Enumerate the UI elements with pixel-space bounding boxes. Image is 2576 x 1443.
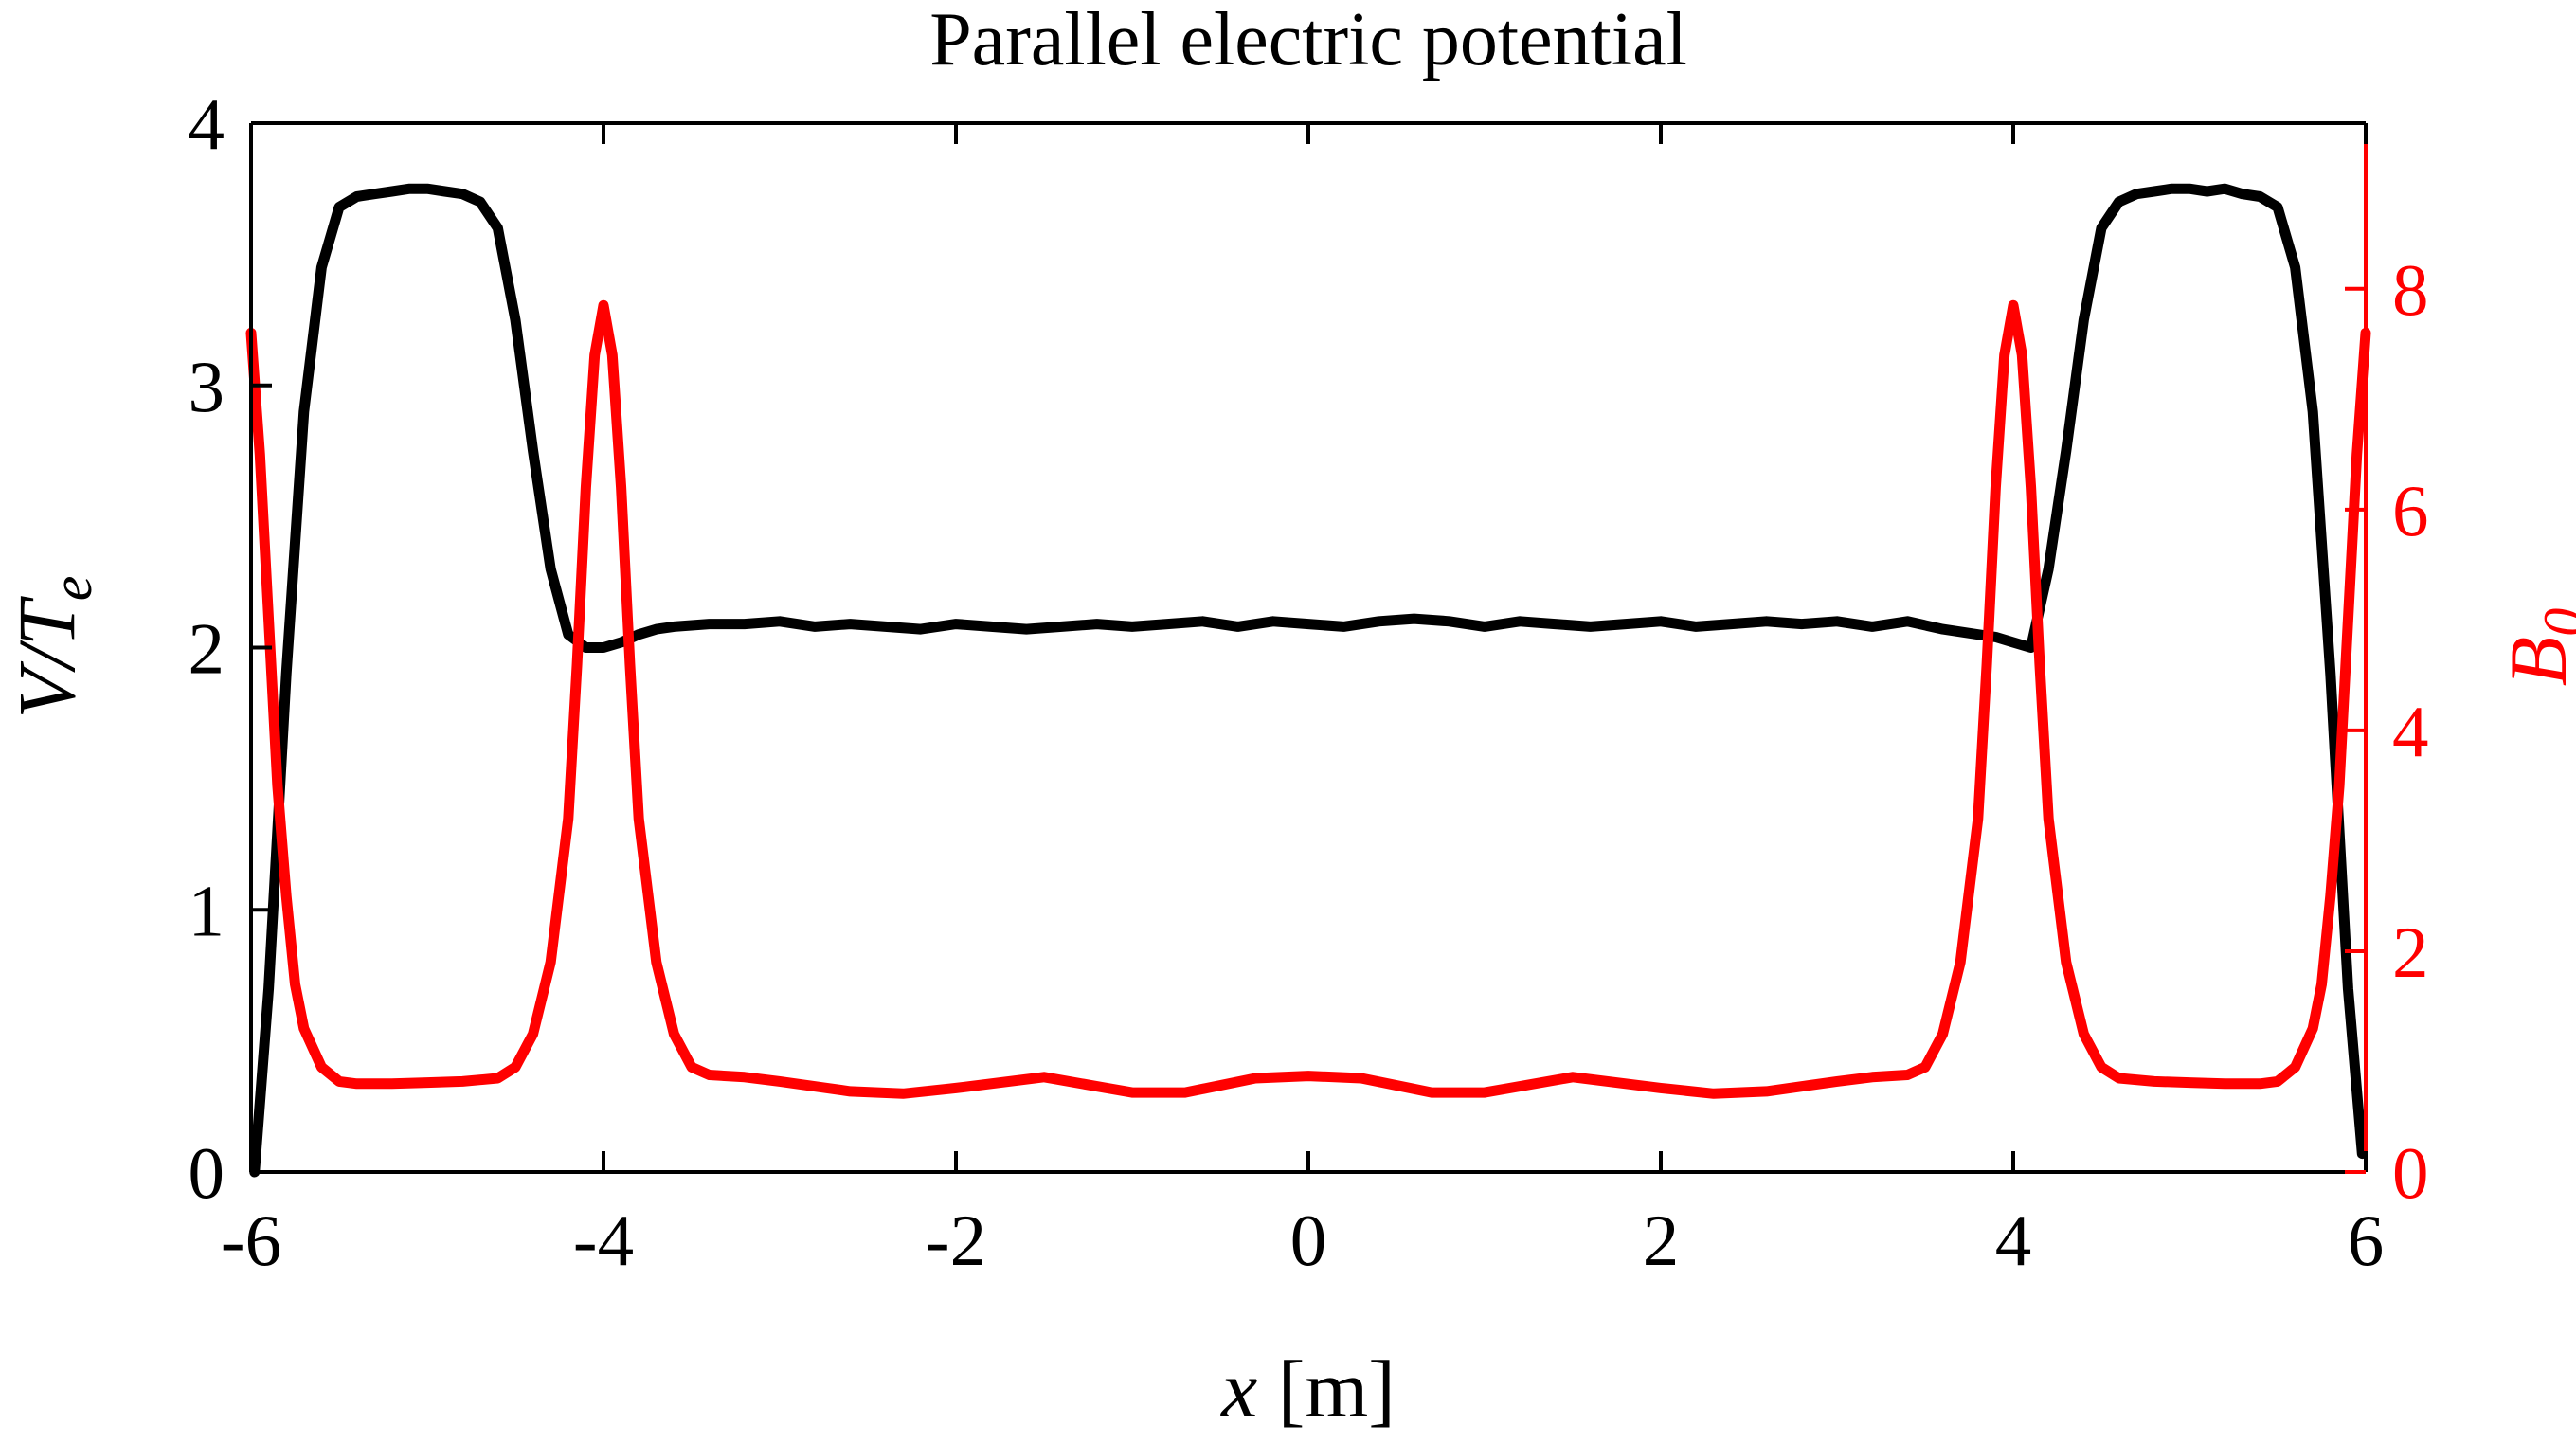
axis-title-var: x	[1219, 1344, 1257, 1434]
series-line-left	[249, 183, 2368, 1178]
x-tick-label: 2	[1643, 1199, 1680, 1281]
y-right-tick-label: 6	[2392, 470, 2429, 551]
axis-title-subscript: e	[41, 576, 103, 602]
y-right-tick-label: 8	[2392, 249, 2429, 331]
y-right-tick-label: 0	[2392, 1132, 2429, 1214]
y-axis-left-title: V/Te	[1, 576, 103, 719]
axis-title-subscript: 0	[2532, 608, 2576, 637]
y-left-tick-label: 3	[189, 346, 225, 427]
chart-title: Parallel electric potential	[929, 0, 1687, 81]
x-tick-label: -2	[926, 1199, 986, 1281]
x-tick-label: -6	[221, 1199, 281, 1281]
y-right-tick-label: 4	[2392, 691, 2429, 772]
axis-title-unit: [m]	[1257, 1344, 1396, 1434]
axes-frame	[249, 121, 2368, 1174]
y-right-tick-label: 2	[2392, 911, 2429, 993]
y-left-tick-label: 0	[189, 1132, 225, 1214]
x-tick-label: 0	[1290, 1199, 1327, 1281]
y-left-tick-label: 4	[189, 83, 225, 165]
axis-title-main: B	[2493, 637, 2576, 687]
y-axis-right-ticks: 0 2 4 6 8	[2345, 249, 2429, 1214]
x-tick-label: 6	[2348, 1199, 2385, 1281]
y-left-tick-label: 1	[189, 870, 225, 951]
x-axis-ticks: -6 -4 -2 0 2 4 6	[221, 123, 2384, 1281]
series-line-right	[245, 299, 2371, 1099]
x-axis-title: x [m]	[1219, 1344, 1396, 1434]
x-tick-label: -4	[573, 1199, 634, 1281]
y-left-tick-label: 2	[189, 608, 225, 690]
axis-title-main: V/T	[1, 596, 92, 718]
y-axis-right-title: B0	[2493, 608, 2576, 687]
series-layer	[245, 183, 2371, 1178]
y-axis-left-ticks: 0 1 2 3 4	[189, 83, 272, 1214]
x-tick-label: 4	[1995, 1199, 2032, 1281]
